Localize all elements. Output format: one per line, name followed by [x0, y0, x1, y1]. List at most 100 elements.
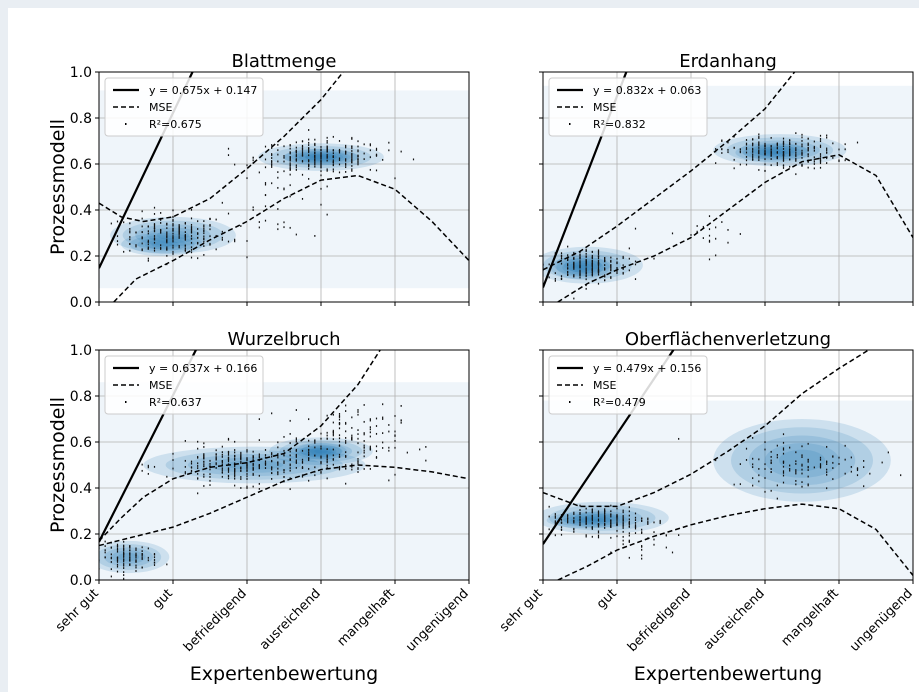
data-point	[671, 232, 674, 235]
data-point	[110, 546, 112, 549]
data-point	[375, 450, 378, 453]
data-point	[752, 484, 754, 487]
data-point	[314, 157, 316, 160]
data-point	[160, 212, 162, 214]
data-point	[585, 268, 587, 271]
data-point	[801, 468, 803, 471]
data-point	[227, 240, 230, 243]
data-point	[369, 419, 371, 422]
data-point	[807, 160, 809, 163]
data-point	[604, 257, 606, 260]
data-point	[739, 148, 741, 151]
data-point	[190, 208, 193, 211]
data-point	[197, 242, 199, 245]
data-point	[357, 433, 359, 436]
data-point	[610, 266, 612, 268]
data-point	[789, 149, 791, 152]
data-point	[579, 260, 581, 262]
data-point	[345, 166, 347, 169]
data-point	[579, 276, 581, 279]
data-point	[819, 155, 822, 157]
data-point	[153, 561, 156, 564]
data-point	[338, 427, 341, 430]
data-point	[277, 176, 279, 179]
data-point	[591, 269, 593, 272]
density-contour	[570, 516, 605, 524]
data-point	[190, 241, 193, 244]
data-point	[628, 257, 630, 260]
data-point	[153, 223, 156, 225]
data-point	[295, 448, 297, 451]
data-point	[172, 227, 174, 230]
data-point	[659, 522, 661, 525]
panel-title: Wurzelbruch	[227, 329, 340, 350]
data-point	[301, 197, 304, 200]
data-point	[197, 447, 199, 450]
data-point	[776, 156, 778, 158]
data-point	[573, 520, 575, 522]
data-point	[770, 468, 772, 470]
data-point	[326, 153, 328, 156]
data-point	[301, 467, 304, 469]
data-point	[314, 466, 316, 469]
data-point	[277, 223, 279, 226]
density-contour	[562, 515, 612, 526]
data-point	[264, 460, 267, 463]
data-point	[338, 171, 341, 174]
data-point	[351, 416, 353, 419]
data-point	[147, 547, 149, 550]
data-point	[135, 554, 137, 556]
data-point	[363, 446, 365, 449]
data-point	[351, 165, 353, 167]
data-point	[610, 267, 612, 269]
data-point	[591, 259, 593, 262]
density-contour	[104, 547, 154, 567]
data-point	[622, 271, 624, 274]
data-point	[308, 149, 310, 152]
data-point	[160, 246, 162, 249]
data-point	[338, 468, 341, 471]
data-point	[369, 445, 371, 448]
data-point	[320, 445, 322, 448]
data-point	[807, 484, 809, 487]
data-point	[301, 140, 304, 143]
data-point	[172, 459, 174, 461]
data-point	[351, 465, 353, 468]
data-point	[801, 464, 803, 467]
data-point	[203, 220, 205, 223]
data-point	[715, 226, 717, 229]
data-point	[388, 149, 390, 152]
data-point	[579, 522, 581, 524]
data-point	[388, 430, 390, 433]
data-point	[215, 234, 217, 237]
data-point	[172, 209, 174, 212]
data-point	[234, 474, 236, 476]
data-point	[807, 458, 809, 461]
data-point	[320, 166, 322, 169]
data-point	[357, 411, 359, 413]
data-point	[622, 530, 624, 533]
data-point	[585, 255, 587, 258]
data-point	[141, 469, 143, 472]
data-point	[129, 243, 131, 245]
data-point	[271, 153, 273, 155]
data-point	[758, 480, 760, 483]
data-point	[141, 550, 143, 553]
data-point	[104, 540, 106, 543]
data-point	[573, 268, 575, 270]
data-point	[560, 257, 563, 260]
data-point	[573, 528, 575, 531]
data-point	[573, 517, 575, 519]
data-point	[351, 156, 353, 159]
data-point	[184, 231, 186, 233]
data-point	[628, 518, 630, 521]
data-point	[560, 254, 563, 257]
data-point	[166, 241, 168, 244]
data-point	[819, 464, 822, 467]
data-point	[320, 148, 322, 151]
data-point	[271, 466, 273, 469]
data-point	[277, 453, 279, 455]
data-point	[604, 520, 606, 523]
data-point	[363, 440, 365, 442]
data-point	[807, 469, 809, 471]
